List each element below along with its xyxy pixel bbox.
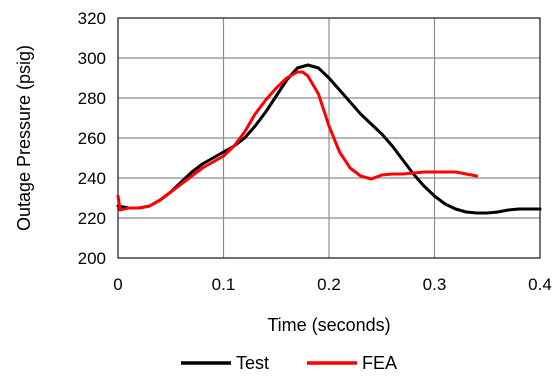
legend: Test FEA — [181, 353, 397, 373]
x-tick-label: 0.2 — [317, 275, 341, 294]
y-tick-label: 240 — [78, 169, 106, 188]
y-tick-label: 280 — [78, 89, 106, 108]
plot-frame — [117, 17, 541, 259]
grid — [117, 17, 541, 259]
legend-label-fea: FEA — [362, 353, 397, 373]
y-tick-label: 260 — [78, 129, 106, 148]
series-line-fea — [116, 70, 479, 212]
x-tick-label: 0.1 — [212, 275, 236, 294]
x-tick-labels: 0 0.1 0.2 0.3 0.4 — [113, 275, 552, 294]
series-line-test — [116, 63, 542, 215]
series-lines — [116, 63, 542, 215]
y-tick-labels: 200 220 240 260 280 300 320 — [78, 9, 106, 268]
y-axis-label: Outage Pressure (psig) — [14, 45, 34, 231]
x-tick-label: 0.3 — [423, 275, 447, 294]
y-tick-label: 320 — [78, 9, 106, 28]
y-tick-label: 220 — [78, 209, 106, 228]
x-tick-label: 0.4 — [528, 275, 552, 294]
y-tick-label: 200 — [78, 249, 106, 268]
legend-label-test: Test — [236, 353, 269, 373]
x-tick-label: 0 — [113, 275, 122, 294]
y-tick-label: 300 — [78, 49, 106, 68]
x-axis-label: Time (seconds) — [267, 315, 390, 335]
